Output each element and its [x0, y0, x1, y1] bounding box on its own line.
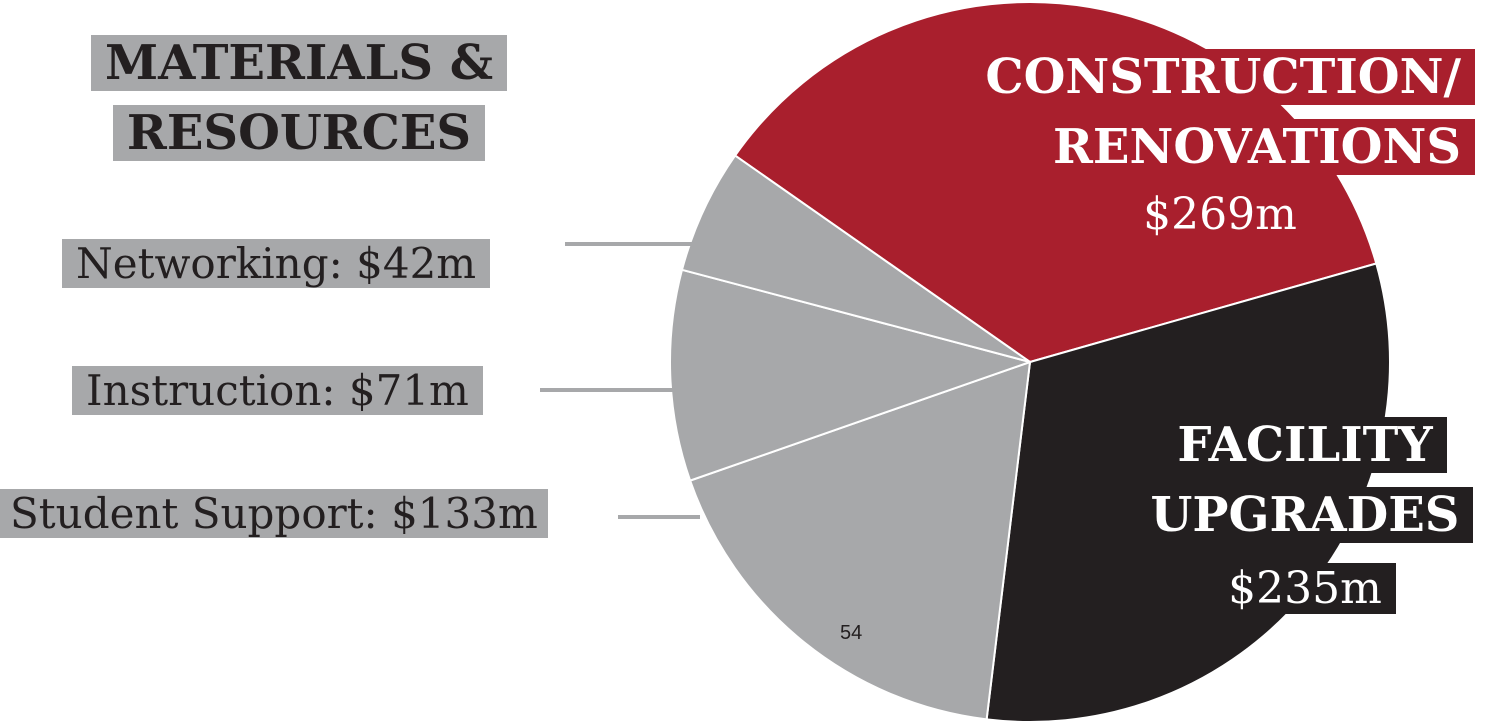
value-label-text: $235m	[1214, 563, 1396, 614]
slice-label: Networking: $42m	[62, 233, 491, 295]
category-label: Student Support: $133m	[0, 489, 548, 538]
value-label-text: $269m	[1143, 189, 1297, 240]
page-number: 54	[840, 622, 863, 644]
category-text: Student Support:	[10, 489, 378, 538]
category-label: FACILITY UPGRADES	[1136, 417, 1474, 543]
group-title-text: MATERIALS & RESOURCES	[90, 35, 508, 161]
category-label: Instruction: $71m	[72, 366, 483, 415]
slice-label: CONSTRUCTION/ RENOVATIONS	[915, 42, 1475, 182]
value-label: $269m	[1090, 186, 1350, 244]
category-label: Networking: $42m	[62, 239, 491, 288]
pie-slice	[680, 154, 1031, 363]
slice-label: Instruction: $71m	[72, 360, 483, 422]
category-text: Instruction:	[86, 366, 336, 415]
slice-label: FACILITY UPGRADES	[1120, 410, 1490, 550]
slice-label: Student Support: $133m	[0, 483, 548, 545]
value-label-text: $71m	[348, 366, 469, 415]
value-label: $235m	[1175, 560, 1435, 618]
value-label-text: $42m	[356, 239, 477, 288]
pie-slice	[669, 268, 1034, 482]
category-label: CONSTRUCTION/ RENOVATIONS	[971, 49, 1475, 175]
category-text: Networking:	[76, 239, 343, 288]
group-title: MATERIALS & RESOURCES	[68, 28, 530, 168]
value-label-text: $133m	[391, 489, 538, 538]
